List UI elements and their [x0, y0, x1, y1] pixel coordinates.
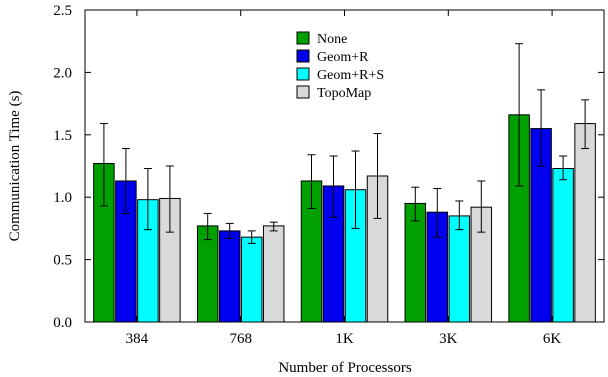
bar-topomap-768 — [262, 225, 285, 323]
x-axis-label: Number of Processors — [278, 360, 411, 376]
y-tick-label: 0.0 — [53, 315, 72, 331]
bar-geom-r-768 — [218, 230, 241, 323]
axes-layer: 384 768 1K 3K 6K 0.0 0.5 1.0 1.5 2.0 2.5 — [53, 3, 604, 347]
bar-topomap-6k — [574, 123, 596, 323]
bar-none-768 — [196, 225, 219, 323]
x-tick-label: 1K — [335, 331, 354, 347]
bar-geom-r-s-3k — [448, 215, 471, 323]
x-tick-label: 3K — [439, 331, 458, 347]
legend-label: Geom+R — [317, 50, 369, 65]
legend-label: None — [317, 32, 347, 47]
y-tick-label: 1.0 — [53, 190, 72, 206]
y-axis-label: Communication Time (s) — [7, 91, 23, 242]
x-tick-label: 6K — [543, 331, 562, 347]
x-tick-label: 384 — [126, 331, 149, 347]
legend-label: TopoMap — [317, 86, 371, 101]
legend-swatch-topomap — [296, 85, 310, 99]
x-tick-label: 768 — [229, 331, 252, 347]
legend-swatch-geom-r — [296, 49, 310, 63]
legend-label: Geom+R+S — [317, 68, 384, 83]
y-tick-label: 2.5 — [53, 3, 72, 19]
y-tick-label: 2.0 — [53, 65, 72, 81]
legend-swatch-geom-r-s — [296, 67, 310, 81]
y-tick-label: 1.5 — [53, 128, 72, 144]
bar-geom-r-s-768 — [240, 236, 263, 323]
legend: None Geom+R Geom+R+S TopoMap — [296, 31, 384, 101]
bars-layer — [93, 114, 596, 323]
y-tick-label: 0.5 — [53, 253, 72, 269]
legend-swatch-none — [296, 31, 310, 45]
error-bars-layer — [99, 43, 590, 244]
bar-geom-r-s-6k — [552, 167, 574, 323]
